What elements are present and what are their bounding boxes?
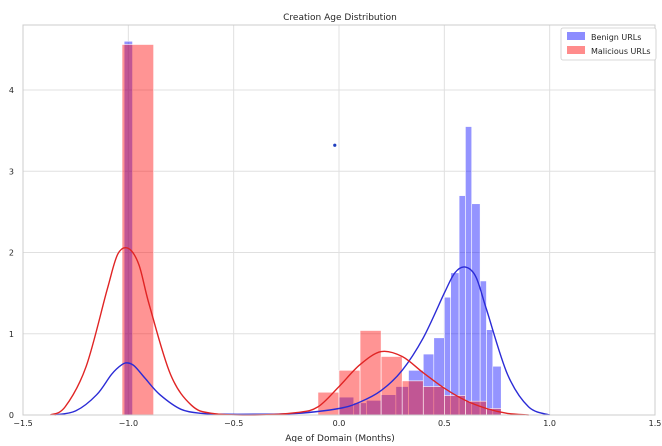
x-tick-label: 1.5 xyxy=(649,419,662,428)
histogram-bar-benign xyxy=(492,365,502,416)
legend-label-benign: Benign URLs xyxy=(591,33,641,42)
histogram-bar-benign xyxy=(458,195,466,416)
y-tick-label: 2 xyxy=(9,249,14,258)
legend-swatch-benign xyxy=(567,32,585,40)
legend: Benign URLs Malicious URLs xyxy=(560,27,657,61)
grid xyxy=(22,25,656,416)
histogram-bar-benign xyxy=(486,329,494,416)
stray-point xyxy=(333,143,337,147)
x-tick-label: −1.0 xyxy=(119,419,138,428)
y-tick-label: 1 xyxy=(9,330,14,339)
histogram-bar-malicious xyxy=(359,330,382,416)
y-tick-label: 0 xyxy=(9,411,14,420)
histogram-bar-malicious xyxy=(380,356,403,416)
x-tick-label: 0.5 xyxy=(438,419,451,428)
x-tick-label: 0.0 xyxy=(333,419,346,428)
histogram-bar-benign xyxy=(471,203,481,416)
x-tick-label: −0.5 xyxy=(224,419,243,428)
legend-swatch-malicious xyxy=(567,46,585,54)
legend-box xyxy=(560,27,657,61)
kde-line-benign xyxy=(54,266,550,416)
histogram-bar-malicious xyxy=(401,380,424,416)
annotations xyxy=(333,143,337,147)
histogram-bar-malicious xyxy=(422,386,445,416)
x-axis-ticks: −1.5 −1.0 −0.5 0.0 0.5 1.0 1.5 xyxy=(13,419,661,428)
plot-frame xyxy=(22,24,656,416)
histogram-bar-malicious xyxy=(121,44,154,416)
histogram-bar-benign xyxy=(465,126,473,416)
y-tick-label: 3 xyxy=(9,167,14,176)
chart-title: Creation Age Distribution xyxy=(283,13,397,23)
y-axis-ticks: 0 1 2 3 4 xyxy=(9,86,14,420)
x-tick-label: −1.5 xyxy=(13,419,32,428)
y-tick-label: 4 xyxy=(9,86,14,95)
x-tick-label: 1.0 xyxy=(543,419,556,428)
x-axis-label: Age of Domain (Months) xyxy=(285,434,395,442)
legend-label-malicious: Malicious URLs xyxy=(591,47,651,56)
